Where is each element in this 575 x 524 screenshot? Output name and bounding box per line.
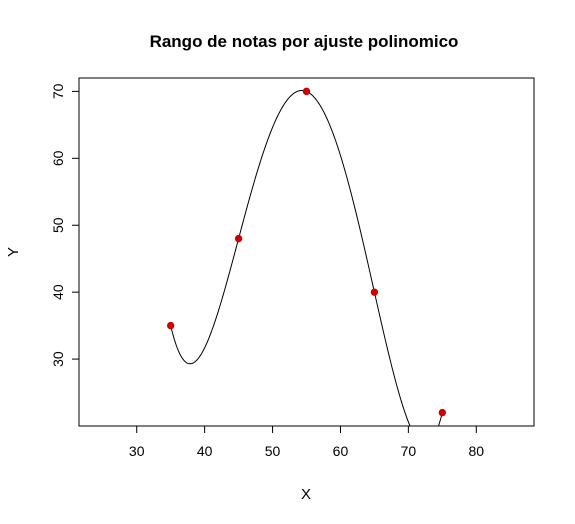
chart-title: Rango de notas por ajuste polinomico — [150, 32, 459, 51]
y-axis: 30 40 50 60 70 — [50, 83, 80, 367]
data-point — [438, 408, 447, 417]
y-tick-label: 30 — [50, 351, 66, 367]
y-tick-label: 50 — [50, 217, 66, 233]
x-tick-label: 60 — [333, 443, 349, 459]
polynomial-fit-line — [170, 89, 443, 426]
x-tick-label: 50 — [265, 443, 281, 459]
data-points — [166, 87, 447, 417]
data-point — [166, 321, 175, 330]
x-axis-label: X — [301, 486, 311, 503]
y-tick-label: 60 — [50, 150, 66, 166]
x-tick-label: 30 — [129, 443, 145, 459]
data-point — [370, 288, 379, 296]
y-tick-label: 40 — [50, 284, 66, 300]
data-point — [234, 234, 243, 243]
plot-area — [170, 89, 443, 426]
x-tick-label: 70 — [401, 443, 417, 459]
data-point — [302, 87, 311, 96]
x-tick-label: 40 — [197, 443, 213, 459]
plot-frame — [78, 77, 535, 427]
x-axis: 30 40 50 60 70 80 — [129, 425, 484, 459]
x-tick-label: 80 — [468, 443, 484, 459]
y-axis-label: Y — [5, 247, 22, 257]
y-tick-label: 70 — [50, 83, 66, 99]
